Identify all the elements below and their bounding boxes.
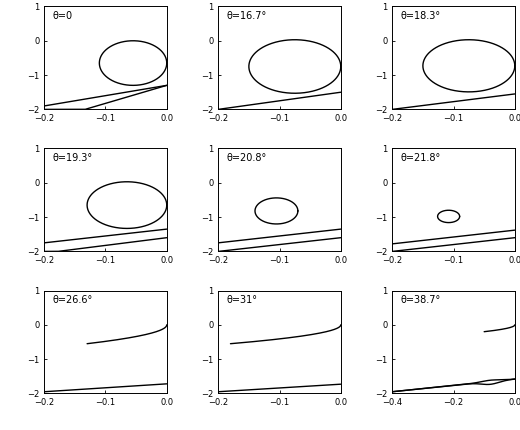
- Text: θ=19.3°: θ=19.3°: [53, 153, 93, 163]
- Text: θ=31°: θ=31°: [227, 295, 258, 304]
- Text: θ=26.6°: θ=26.6°: [53, 295, 93, 304]
- Text: θ=20.8°: θ=20.8°: [227, 153, 267, 163]
- Text: θ=0: θ=0: [53, 11, 73, 21]
- Text: θ=38.7°: θ=38.7°: [401, 295, 441, 304]
- Text: θ=16.7°: θ=16.7°: [227, 11, 267, 21]
- Text: θ=18.3°: θ=18.3°: [401, 11, 441, 21]
- Text: θ=21.8°: θ=21.8°: [401, 153, 441, 163]
